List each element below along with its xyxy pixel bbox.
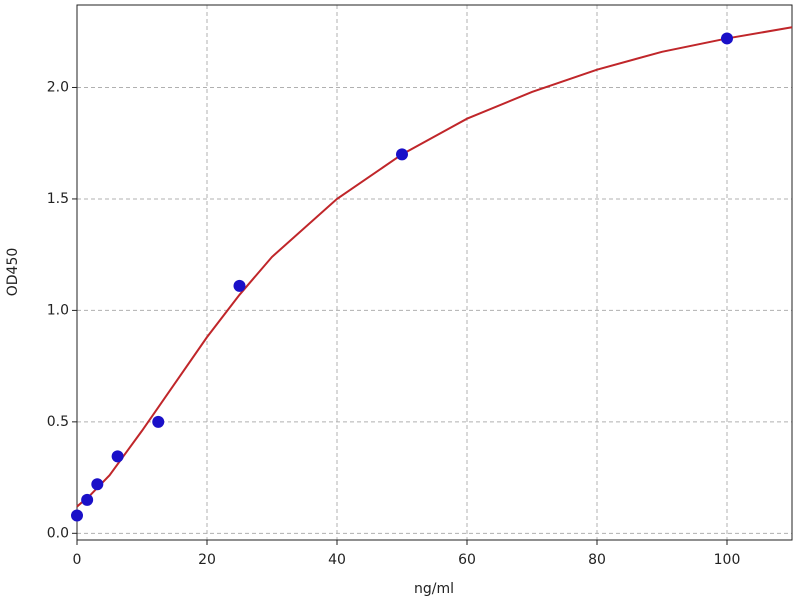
y-tick-label: 1.0 xyxy=(47,302,69,318)
x-tick-label: 40 xyxy=(328,552,346,568)
y-tick-label: 1.5 xyxy=(47,191,69,207)
x-tick-label: 0 xyxy=(73,552,82,568)
x-tick-label: 100 xyxy=(714,552,741,568)
data-point xyxy=(111,450,124,463)
y-tick-label: 2.0 xyxy=(47,79,69,95)
data-point xyxy=(71,509,83,522)
data-point xyxy=(233,279,246,292)
x-tick-label: 20 xyxy=(198,552,216,568)
y-tick-label: 0.5 xyxy=(47,414,69,430)
data-point xyxy=(152,415,165,428)
fit-curve xyxy=(76,26,793,508)
y-axis-label: OD450 xyxy=(5,248,21,297)
x-tick-label: 60 xyxy=(458,552,476,568)
data-point xyxy=(91,478,104,491)
data-point xyxy=(396,148,408,161)
data-point xyxy=(81,493,94,506)
x-tick-label: 80 xyxy=(588,552,606,568)
plot-frame xyxy=(76,4,793,541)
y-tick-label: 0.0 xyxy=(47,525,69,541)
data-point xyxy=(721,32,733,45)
x-axis-label: ng/ml xyxy=(414,581,454,597)
